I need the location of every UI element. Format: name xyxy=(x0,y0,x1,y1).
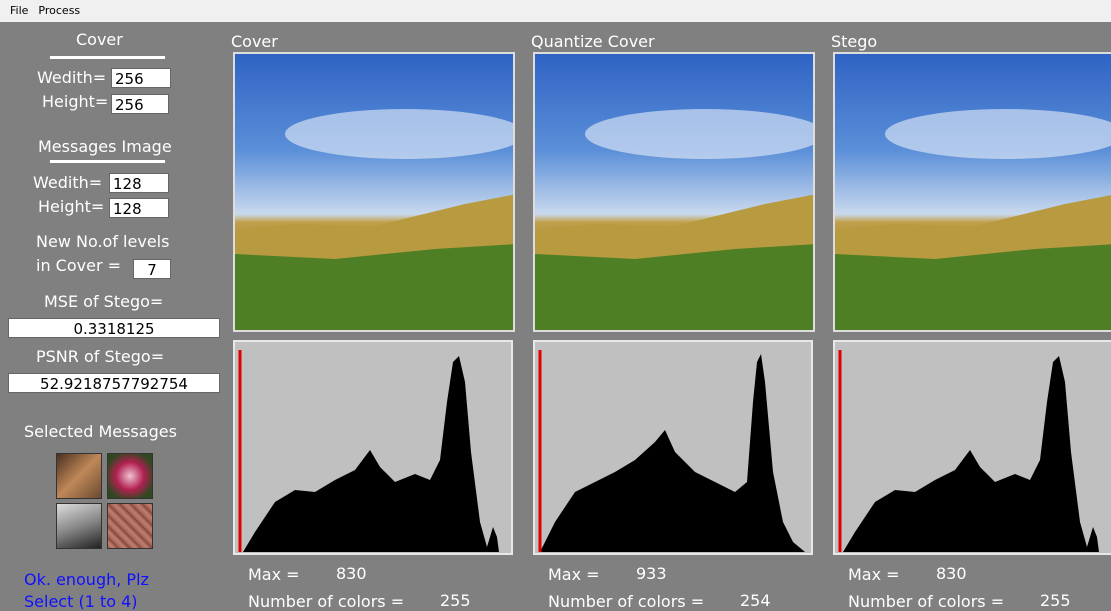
label: in Cover = xyxy=(36,256,121,275)
histogram-plot xyxy=(835,342,1111,553)
cloud xyxy=(885,109,1111,159)
histogram-shape xyxy=(843,356,1099,552)
page: {"menu": ["File", "Process"], "left_pane… xyxy=(0,0,1111,608)
panel-title: Stego xyxy=(831,32,877,51)
separator xyxy=(50,160,165,163)
separator xyxy=(50,56,165,59)
label: New No.of levels xyxy=(36,232,169,251)
app-window: File Process Cover Wedith= 256 Height= 25… xyxy=(0,0,1111,608)
cloud xyxy=(585,109,815,159)
label: Height= xyxy=(38,197,104,216)
shrubs xyxy=(535,244,815,332)
shrubs xyxy=(835,244,1111,332)
text-field[interactable]: 128 xyxy=(109,198,169,218)
message-thumbnail[interactable] xyxy=(107,453,153,499)
text-field[interactable]: 0.3318125 xyxy=(8,318,220,338)
colors-value: 254 xyxy=(740,591,771,610)
label: MSE of Stego= xyxy=(44,292,163,311)
landscape xyxy=(835,54,1111,332)
label: PSNR of Stego= xyxy=(36,347,164,366)
message-thumbnail[interactable] xyxy=(107,503,153,549)
text-field[interactable]: 52.9218757792754 xyxy=(8,373,220,393)
max-label: Max = xyxy=(848,565,900,584)
image xyxy=(233,52,515,332)
histogram-shape xyxy=(243,356,499,552)
histogram-plot xyxy=(535,342,811,553)
colors-value: 255 xyxy=(1040,591,1071,610)
shrubs xyxy=(235,244,515,332)
max-value: 933 xyxy=(636,564,667,583)
message-thumbnail[interactable] xyxy=(56,453,102,499)
text-field[interactable]: 256 xyxy=(111,94,169,114)
colors-label: Number of colors = xyxy=(248,592,404,611)
message-thumbnail[interactable] xyxy=(56,503,102,549)
max-value: 830 xyxy=(936,564,967,583)
max-label: Max = xyxy=(548,565,600,584)
image xyxy=(833,52,1111,332)
landscape xyxy=(535,54,815,332)
status-text: Select (1 to 4) xyxy=(24,592,138,611)
menu-bar: File Process xyxy=(0,0,1111,22)
label: Wedith= xyxy=(37,68,106,87)
max-label: Max = xyxy=(248,565,300,584)
landscape xyxy=(235,54,515,332)
status-text: Ok. enough, Plz xyxy=(24,570,149,589)
label: Height= xyxy=(42,92,108,111)
text-field[interactable]: 128 xyxy=(109,173,169,193)
histogram-plot xyxy=(235,342,511,553)
heading: Selected Messages xyxy=(24,422,177,441)
histogram xyxy=(233,340,513,555)
menu-item[interactable]: Process xyxy=(38,4,80,17)
heading: Cover xyxy=(76,30,123,49)
histogram xyxy=(533,340,813,555)
histogram xyxy=(833,340,1111,555)
colors-value: 255 xyxy=(440,591,471,610)
histogram-shape xyxy=(540,354,805,552)
heading: Messages Image xyxy=(38,137,172,156)
image xyxy=(533,52,815,332)
panel-title: Cover xyxy=(231,32,278,51)
max-value: 830 xyxy=(336,564,367,583)
text-field[interactable]: 7 xyxy=(133,259,171,279)
cloud xyxy=(285,109,515,159)
text-field[interactable]: 256 xyxy=(111,68,171,88)
colors-label: Number of colors = xyxy=(848,592,1004,611)
colors-label: Number of colors = xyxy=(548,592,704,611)
menu-item[interactable]: File xyxy=(10,4,28,17)
label: Wedith= xyxy=(33,173,102,192)
panel-title: Quantize Cover xyxy=(531,32,655,51)
